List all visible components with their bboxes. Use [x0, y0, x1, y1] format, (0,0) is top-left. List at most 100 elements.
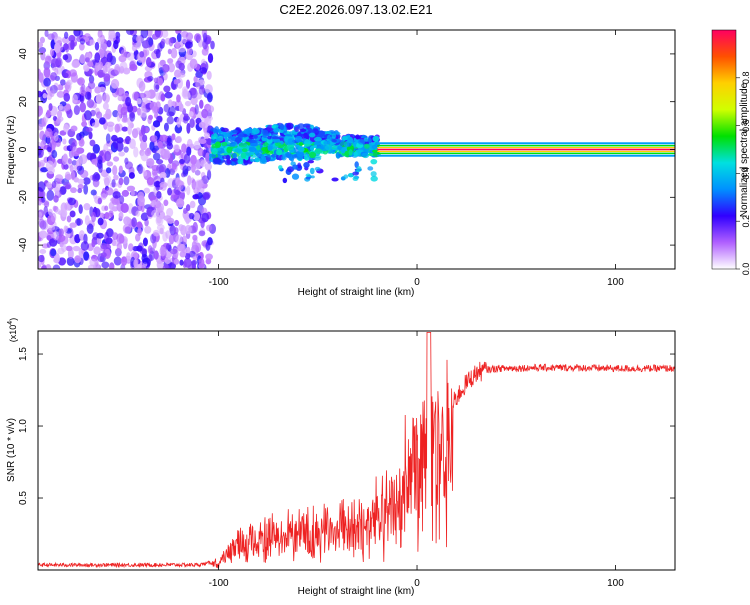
heatmap-noise-cell [83, 251, 90, 261]
heatmap-noise-cell [201, 47, 209, 56]
heatmap-onset-cell [256, 153, 263, 158]
heatmap-noise-cell [67, 248, 74, 260]
heatmap-noise-cell [88, 39, 95, 46]
heatmap-onset-cell [309, 151, 317, 159]
heatmap-noise-cell [107, 124, 114, 133]
heatmap-noise-cell [117, 95, 123, 102]
heatmap-onset-cell [353, 151, 358, 157]
colorbar-tick-label: 0.4 [741, 167, 750, 180]
x-tick-label: 0 [414, 578, 420, 589]
heatmap-noise-cell [167, 187, 172, 196]
heatmap-noise-cell [186, 122, 191, 134]
heatmap-onset-cell [226, 146, 233, 154]
heatmap-onset-cell [297, 146, 304, 152]
heatmap-onset-cell [211, 153, 217, 158]
heatmap-noise-cell [164, 91, 173, 99]
heatmap-noise-cell [81, 121, 88, 128]
heatmap-onset-cell [214, 126, 220, 133]
heatmap-onset-cell [260, 147, 268, 152]
heatmap-noise-cell [49, 90, 55, 98]
heatmap-noise-cell [175, 30, 182, 35]
heatmap-noise-cell [77, 77, 85, 86]
heatmap-noise-cell [173, 79, 178, 85]
heatmap-noise-cell [198, 138, 207, 144]
heatmap-noise-cell [198, 86, 206, 95]
heatmap-noise-cell [140, 107, 147, 118]
heatmap-noise-cell [156, 224, 165, 232]
heatmap-noise-cell [114, 123, 121, 133]
heatmap-noise-cell [178, 62, 185, 71]
heatmap-noise-cell [163, 85, 171, 93]
heatmap-noise-cell [135, 210, 140, 217]
heatmap-noise-cell [99, 212, 105, 219]
heatmap-noise-cell [63, 31, 69, 40]
heatmap-noise-cell [63, 163, 69, 170]
heatmap-onset-cell [279, 123, 285, 131]
heatmap-noise-cell [79, 102, 86, 113]
heatmap-noise-cell [106, 52, 113, 63]
heatmap-noise-cell [58, 228, 64, 237]
heatmap-noise-cell [51, 150, 58, 159]
heatmap-noise-cell [154, 30, 161, 38]
heatmap-noise-cell [58, 103, 64, 111]
heatmap-noise-cell [133, 146, 139, 158]
heatmap-noise-cell [126, 252, 131, 262]
heatmap-onset-cell [298, 142, 304, 146]
heatmap-noise-cell [67, 158, 72, 165]
heatmap-noise-cell [114, 63, 121, 75]
heatmap-noise-cell [125, 30, 135, 35]
heatmap-onset-cell [372, 135, 380, 142]
heatmap-onset-cell [343, 141, 350, 148]
heatmap-onset-cell [241, 148, 248, 153]
heatmap-noise-cell [147, 245, 153, 254]
heatmap-noise-cell [178, 103, 184, 112]
heatmap-noise-cell [174, 144, 180, 153]
heatmap-noise-cell [99, 150, 104, 157]
heatmap-onset-cell [355, 134, 360, 140]
heatmap-noise-cell [193, 212, 201, 221]
heatmap-noise-cell [151, 209, 160, 218]
heatmap-noise-cell [97, 217, 104, 226]
heatmap-noise-cell [191, 260, 196, 269]
heatmap-noise-cell [97, 197, 102, 205]
snr-y-label: SNR (10 * v/v) [6, 418, 17, 482]
heatmap-noise-cell [48, 103, 53, 111]
heatmap-noise-cell [56, 90, 65, 98]
heatmap-noise-cell [190, 154, 197, 165]
heatmap-noise-cell [39, 159, 46, 167]
heatmap-noise-cell [142, 237, 148, 247]
heatmap-noise-cell [115, 141, 124, 152]
snr-frame [37, 330, 676, 571]
heatmap-tone-band [377, 146, 675, 149]
heatmap-noise-cell [183, 153, 191, 164]
heatmap-noise-cell [184, 224, 192, 235]
heatmap-noise-cell [174, 219, 180, 227]
heatmap-onset-cell [296, 132, 303, 137]
heatmap-noise-cell [204, 162, 212, 171]
heatmap-noise-cell [52, 264, 61, 269]
heatmap-noise-cell [193, 140, 200, 150]
heatmap-noise-cell [38, 41, 44, 48]
heatmap-noise-cell [159, 134, 168, 142]
heatmap-noise-cell [89, 139, 96, 147]
heatmap-noise-cell [162, 264, 170, 269]
colorbar-gradient [711, 29, 737, 270]
heatmap-onset-cell [304, 143, 311, 147]
heatmap-noise-cell [166, 111, 175, 117]
heatmap-noise-cell [71, 159, 78, 166]
heatmap-noise-cell [113, 174, 119, 181]
heatmap-onset-cell [252, 128, 260, 135]
heatmap-onset-cell [278, 165, 283, 170]
heatmap-onset-cell [274, 142, 282, 147]
heatmap-noise-cell [184, 252, 191, 260]
heatmap-noise-cell [72, 146, 78, 152]
heatmap-noise-cell [120, 49, 127, 58]
colorbar: 0.0 0.2 0.4 0.6 0.8 Normalized spectral ampl… [711, 29, 750, 275]
snr-y-multiplier: (x104) [7, 318, 18, 342]
heatmap-noise-cell [182, 35, 187, 44]
heatmap-noise-cell [77, 178, 85, 185]
heatmap-noise-cell [137, 195, 145, 207]
heatmap-noise-cell [177, 72, 186, 78]
heatmap-noise-cell [108, 210, 114, 218]
heatmap-noise-cell [48, 225, 56, 231]
